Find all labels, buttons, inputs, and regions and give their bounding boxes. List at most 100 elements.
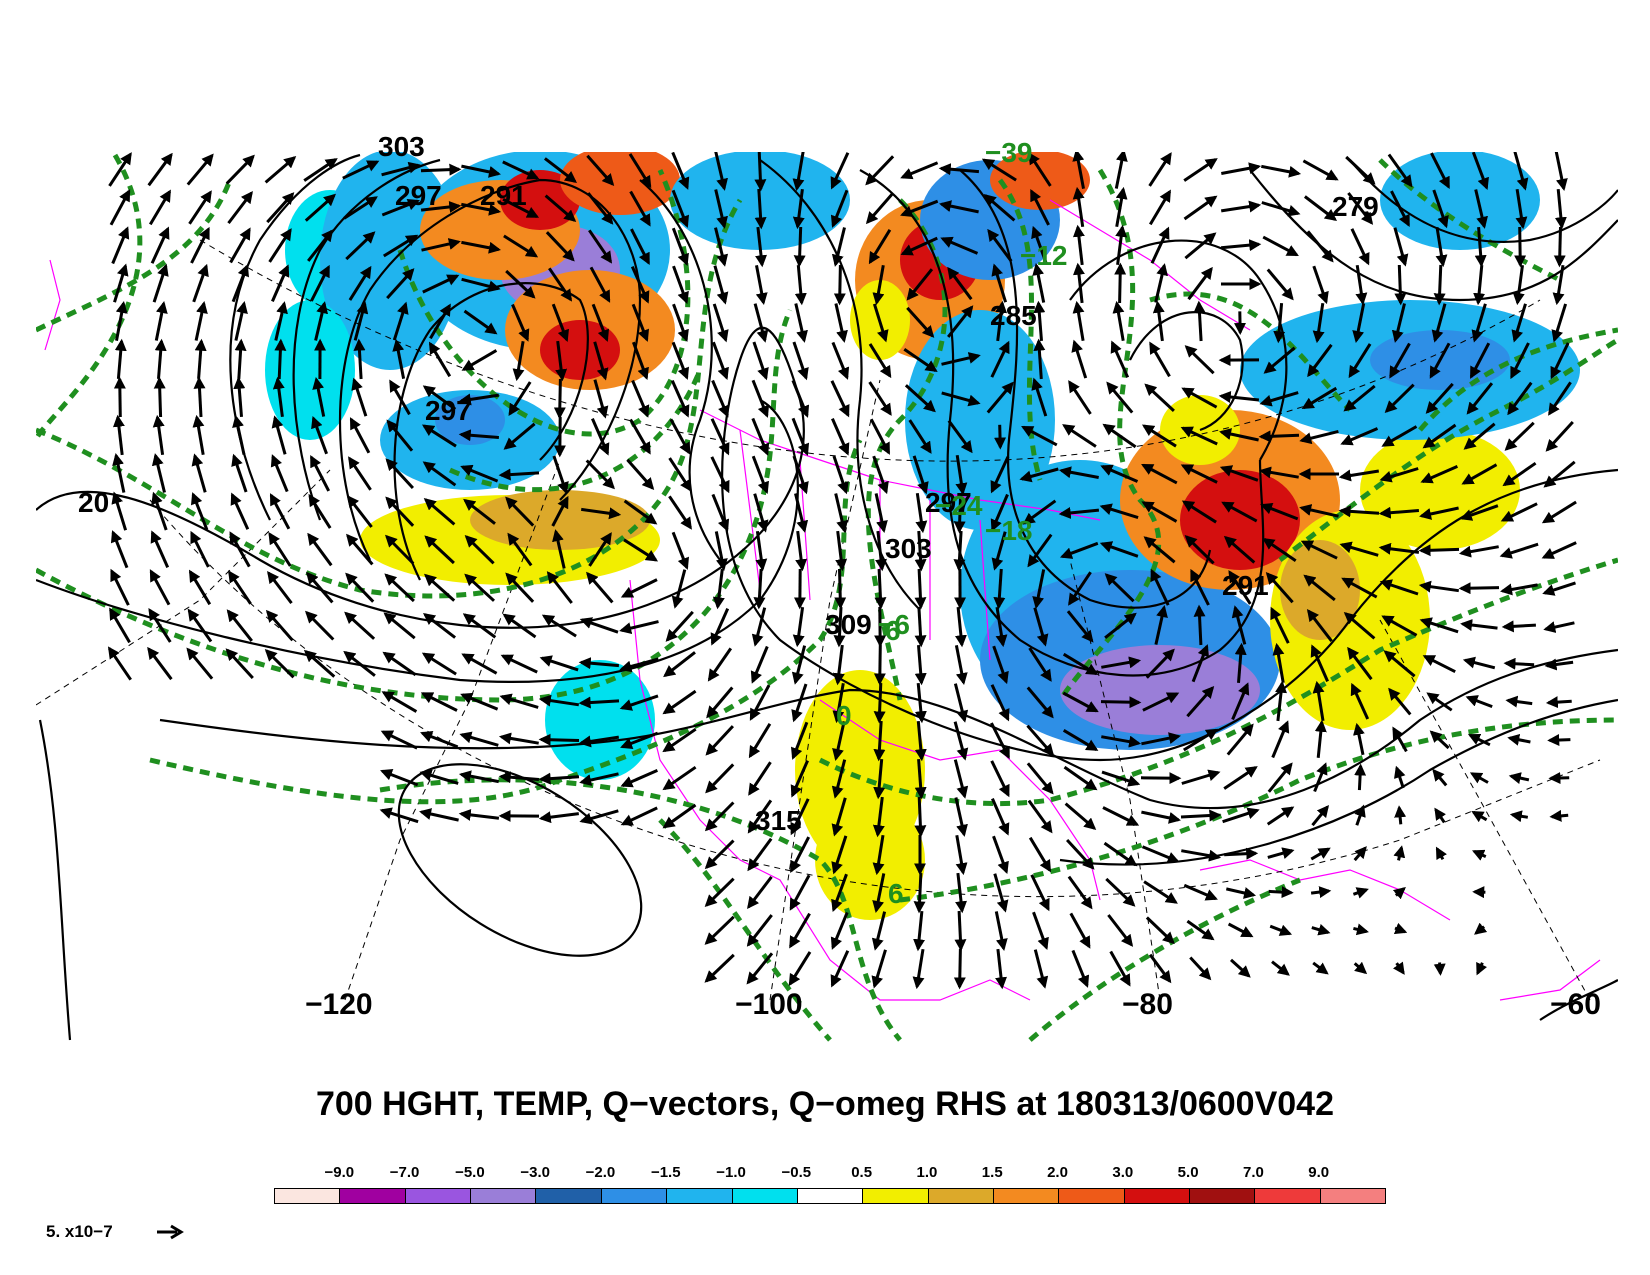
q-vector-arrow xyxy=(1184,232,1217,260)
q-vector-arrow xyxy=(1353,961,1368,975)
q-vector-arrow xyxy=(1221,501,1258,523)
q-vector-arrow xyxy=(1551,303,1568,343)
q-vector-arrow xyxy=(383,612,416,640)
q-vector-arrow xyxy=(345,231,376,261)
q-vector-arrow xyxy=(1545,420,1574,452)
q-vector-arrow xyxy=(1314,719,1327,758)
q-vector-arrow xyxy=(1267,847,1295,859)
q-vector-arrow xyxy=(1141,845,1180,864)
q-vector-arrow xyxy=(1099,541,1139,558)
q-vector-arrow xyxy=(1420,465,1459,484)
q-vector-arrow xyxy=(1184,535,1215,565)
colorbar-tick-label: 2.0 xyxy=(1047,1164,1068,1181)
q-vector-arrow xyxy=(1143,880,1178,904)
q-vector-arrow xyxy=(747,837,773,872)
q-vector-arrow xyxy=(1181,849,1222,862)
q-vector-arrow xyxy=(1393,922,1408,935)
q-vector-arrow xyxy=(1189,956,1212,981)
q-vector-arrow xyxy=(1394,264,1407,306)
q-vector-arrow xyxy=(538,733,580,746)
q-vector-arrow xyxy=(194,338,207,380)
q-vector-arrow xyxy=(947,266,973,301)
q-vector-arrow xyxy=(112,414,125,456)
q-vector-arrow xyxy=(1107,914,1134,947)
q-vector-arrow xyxy=(872,873,886,913)
q-vector-arrow xyxy=(1231,682,1250,721)
q-vector-arrow xyxy=(150,530,170,569)
q-vector-arrow xyxy=(269,493,291,530)
q-vector-arrow xyxy=(751,455,769,495)
q-vector-arrow xyxy=(1426,692,1453,712)
q-vector-arrow xyxy=(994,911,1008,951)
q-vector-arrow xyxy=(384,573,415,603)
colorbar-swatch xyxy=(1124,1189,1191,1203)
q-vector-arrow xyxy=(586,154,615,186)
q-vector-arrow xyxy=(306,571,334,604)
q-vector-arrow xyxy=(234,338,247,380)
q-vector-arrow xyxy=(1303,195,1338,221)
colorbar-swatch xyxy=(1190,1189,1256,1203)
q-vector-arrow xyxy=(790,798,810,836)
vector-scale-label: 5. x10−7 xyxy=(46,1222,113,1241)
q-vector-arrow xyxy=(1221,162,1262,175)
q-vector-arrow xyxy=(1259,391,1299,407)
q-vector-arrow xyxy=(1062,424,1097,448)
temp-label: −6 xyxy=(878,609,910,640)
q-vector-arrow xyxy=(1266,806,1295,826)
q-vector-arrow xyxy=(229,227,251,264)
q-vector-arrow xyxy=(1152,300,1165,342)
q-vector-arrow xyxy=(1031,377,1048,417)
q-vector-arrow xyxy=(710,607,730,646)
q-vector-arrow xyxy=(704,801,735,832)
colorbar-tick-label: −9.0 xyxy=(324,1164,355,1181)
q-vector-arrow xyxy=(308,493,332,529)
temp-label: 6 xyxy=(888,878,904,909)
longitude-labels: −120 −100 −80 −60 xyxy=(305,988,1601,1021)
q-vector-arrow xyxy=(671,189,690,228)
q-vector-arrow xyxy=(904,384,936,413)
q-vector-arrow xyxy=(153,376,166,418)
q-vector-arrow xyxy=(1542,581,1576,596)
q-vector-arrow xyxy=(420,692,458,712)
q-vector-arrow xyxy=(1300,540,1338,560)
q-vector-arrow xyxy=(789,912,811,949)
q-vector-arrow xyxy=(502,197,540,219)
q-vector-arrow xyxy=(1191,644,1210,683)
q-vector-arrow xyxy=(1031,225,1048,265)
q-vector-arrow xyxy=(1435,226,1448,268)
q-vector-arrow xyxy=(662,689,697,715)
q-vector-arrow xyxy=(792,455,809,495)
q-vector-arrow xyxy=(1392,726,1408,753)
q-vector-arrow xyxy=(1381,425,1418,447)
temp-label: −39 xyxy=(985,137,1033,168)
q-vector-arrow xyxy=(186,153,214,186)
q-vector-arrow xyxy=(754,188,767,230)
q-vector-arrow xyxy=(955,454,968,496)
q-vector-arrow xyxy=(1460,619,1498,632)
q-vector-arrow xyxy=(380,730,418,750)
q-vector-arrow xyxy=(1394,805,1407,825)
q-vector-arrow xyxy=(1353,846,1367,862)
q-vector-arrow xyxy=(830,380,850,418)
q-vector-arrow xyxy=(1101,735,1142,748)
q-vector-arrow xyxy=(148,607,172,643)
q-vector-arrow xyxy=(353,301,369,341)
q-vector-arrow xyxy=(1028,647,1052,682)
q-vector-arrow xyxy=(1183,883,1218,901)
q-vector-arrow xyxy=(873,758,886,800)
q-vector-arrow xyxy=(109,189,131,226)
q-vector-arrow xyxy=(1311,804,1330,827)
q-vector-arrow xyxy=(755,226,768,268)
q-vector-arrow xyxy=(1390,190,1410,228)
q-vector-arrow xyxy=(1220,239,1262,252)
q-vector-arrow xyxy=(900,236,938,256)
q-vector-arrow xyxy=(1312,961,1329,975)
q-vector-arrow xyxy=(791,379,810,418)
q-vector-arrow xyxy=(954,910,967,952)
q-vector-arrow xyxy=(792,189,805,230)
colorbar-tick-label: −2.0 xyxy=(585,1164,616,1181)
q-vector-arrow xyxy=(309,454,331,492)
q-vector-arrow xyxy=(1393,227,1409,267)
q-vector-arrow xyxy=(1228,570,1252,605)
colorbar-tick-label: 1.5 xyxy=(981,1164,1003,1181)
